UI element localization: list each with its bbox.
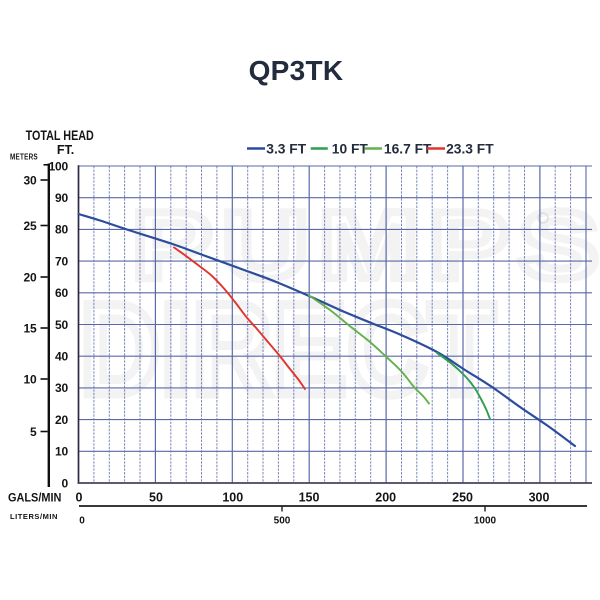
svg-text:PUMPS: PUMPS — [132, 192, 600, 299]
svg-text:40: 40 — [55, 350, 68, 364]
svg-text:METERS: METERS — [10, 152, 38, 162]
svg-text:50: 50 — [149, 491, 163, 505]
svg-text:300: 300 — [529, 491, 550, 505]
svg-text:20: 20 — [55, 413, 68, 427]
svg-text:DIRECT: DIRECT — [80, 277, 496, 422]
svg-text:25: 25 — [24, 219, 37, 233]
svg-text:0: 0 — [62, 476, 69, 490]
svg-text:30: 30 — [55, 381, 68, 395]
svg-text:200: 200 — [375, 491, 396, 505]
svg-text:15: 15 — [24, 321, 37, 335]
svg-text:10: 10 — [55, 445, 68, 459]
svg-text:TOTAL HEAD: TOTAL HEAD — [26, 128, 94, 144]
svg-text:100: 100 — [222, 491, 243, 505]
svg-text:30: 30 — [24, 173, 37, 187]
svg-text:GALS/MIN: GALS/MIN — [8, 492, 61, 505]
svg-text:150: 150 — [299, 491, 320, 505]
svg-text:250: 250 — [452, 491, 473, 505]
svg-text:10 FT: 10 FT — [332, 142, 369, 157]
svg-text:500: 500 — [274, 516, 291, 527]
svg-text:0: 0 — [76, 491, 83, 505]
svg-text:16.7 FT: 16.7 FT — [384, 142, 432, 157]
svg-text:10: 10 — [24, 372, 37, 386]
svg-text:QP3TK: QP3TK — [249, 55, 344, 86]
svg-text:100: 100 — [49, 159, 69, 173]
svg-text:20: 20 — [24, 270, 37, 284]
svg-text:60: 60 — [55, 286, 68, 300]
svg-text:80: 80 — [55, 223, 68, 237]
svg-text:90: 90 — [55, 191, 68, 205]
svg-text:3.3 FT: 3.3 FT — [266, 142, 306, 157]
svg-text:0: 0 — [79, 516, 85, 527]
svg-text:FT.: FT. — [57, 143, 74, 157]
svg-text:23.3 FT: 23.3 FT — [446, 142, 494, 157]
svg-text:70: 70 — [55, 254, 68, 268]
svg-text:LITERS/MIN: LITERS/MIN — [10, 512, 58, 521]
svg-text:5: 5 — [30, 425, 37, 439]
svg-text:50: 50 — [55, 318, 68, 332]
svg-text:1000: 1000 — [474, 516, 497, 527]
